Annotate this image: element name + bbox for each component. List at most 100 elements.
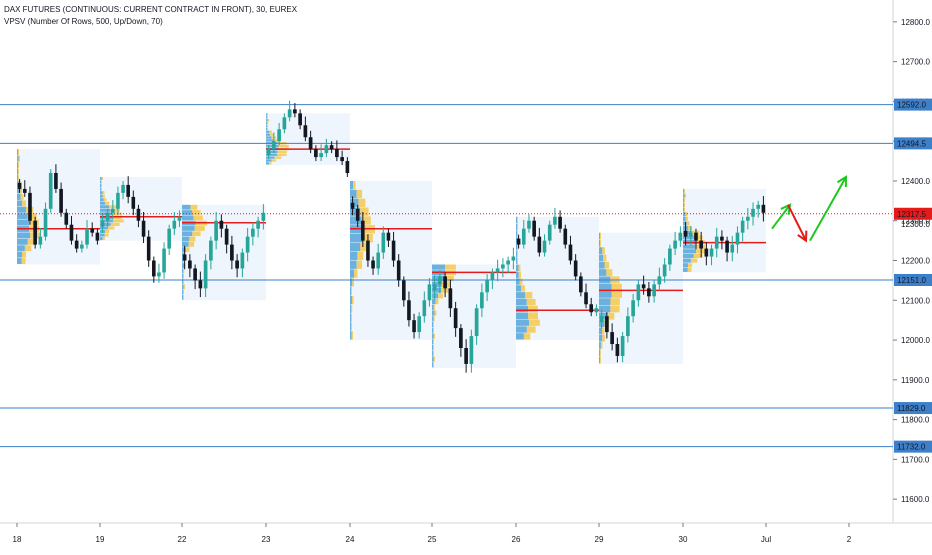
volume-bar-up	[432, 275, 444, 282]
volume-bar-down	[528, 312, 538, 320]
x-tick-label: 19	[96, 535, 105, 544]
volume-bar-down	[104, 201, 110, 205]
volume-bar-up	[266, 119, 268, 122]
volume-bar-up	[599, 254, 604, 262]
volume-bar-up	[266, 124, 268, 128]
volume-bar-down	[687, 267, 692, 272]
y-tick-label: 12700.0	[901, 58, 930, 67]
candle-down	[704, 248, 709, 257]
volume-bar-down	[267, 124, 268, 128]
volume-bar-up	[266, 127, 268, 131]
volume-bar-up	[432, 362, 434, 368]
volume-bar-down	[433, 356, 436, 362]
volume-bar-up	[350, 295, 352, 305]
volume-bar-down	[518, 271, 521, 278]
volume-bar-up	[432, 316, 434, 322]
volume-bar-down	[267, 121, 269, 125]
candle-down	[443, 276, 447, 289]
volume-bar-down	[690, 258, 698, 263]
price-level-tag	[894, 137, 932, 150]
hidden-price-label: 12300.0	[901, 220, 930, 229]
volume-bar-down	[267, 119, 270, 122]
volume-bar-up	[100, 198, 104, 202]
volume-bar-down	[189, 236, 196, 242]
volume-bar-down	[600, 349, 601, 357]
volume-bar-up	[599, 356, 601, 364]
candle-down	[126, 184, 130, 197]
volume-bar-down	[104, 230, 110, 234]
volume-bar-up	[182, 241, 189, 247]
candle-up	[38, 236, 43, 245]
volume-bar-down	[27, 238, 37, 245]
candle-down	[412, 320, 416, 333]
candle-up	[485, 280, 489, 293]
volume-bar-up	[17, 174, 19, 181]
volume-bar-down	[693, 235, 703, 240]
volume-bar-up	[432, 356, 434, 362]
volume-bar-up	[100, 237, 103, 241]
volume-bar-down	[183, 268, 185, 274]
candle-up	[673, 240, 677, 249]
candle-down	[355, 208, 360, 221]
volume-bar-up	[350, 304, 352, 314]
volume-bar-up	[182, 257, 184, 263]
x-tick-label: 30	[679, 535, 688, 544]
candle-down	[453, 308, 458, 329]
x-tick-label: 18	[13, 535, 22, 544]
volume-bar-up	[182, 204, 191, 210]
volume-bar-up	[100, 180, 102, 184]
volume-bar-up	[17, 187, 20, 194]
volume-bar-down	[110, 222, 120, 226]
indicator-label[interactable]: VPSV (Number Of Rows, 500, Up/Down, 70)	[4, 17, 163, 26]
volume-bar-up	[182, 289, 184, 295]
candle-down	[182, 254, 187, 261]
projection-up-large-arrow-head	[836, 175, 848, 187]
symbol-title[interactable]: DAX FUTURES (CONTINUOUS: CURRENT CONTRAC…	[4, 5, 298, 14]
volume-bar-up	[350, 322, 352, 331]
volume-bar-down	[611, 283, 622, 291]
volume-bar-up	[432, 304, 434, 310]
volume-bar-up	[350, 331, 352, 340]
y-tick-label: 12300.0	[901, 217, 930, 226]
volume-bar-down	[602, 334, 605, 342]
volume-bar-down	[435, 298, 439, 305]
candle-up	[85, 228, 89, 245]
x-tick-label: Jul	[761, 535, 771, 544]
volume-bar-up	[432, 344, 434, 351]
candle-down	[95, 232, 100, 241]
volume-bar-down	[360, 242, 369, 252]
volume-bar-up	[350, 180, 354, 190]
candle-down	[641, 284, 646, 289]
volume-bar-up	[350, 251, 358, 261]
volume-bar-down	[188, 241, 195, 247]
volume-bar-down	[684, 198, 686, 203]
candle-down	[298, 113, 302, 126]
volume-bar-up	[683, 258, 691, 263]
volume-bar-down	[527, 305, 538, 313]
volume-bar-down	[110, 208, 120, 212]
candle-down	[371, 260, 375, 269]
volume-bar-down	[684, 193, 687, 198]
candle-up	[490, 272, 495, 281]
volume-bar-down	[433, 316, 435, 322]
volume-bar-up	[516, 333, 524, 340]
candle-down	[198, 280, 203, 289]
candle-up	[474, 308, 479, 337]
candle-up	[652, 284, 656, 297]
candle-up	[157, 272, 161, 277]
current-price-tag	[894, 207, 932, 220]
volume-bar-up	[182, 231, 193, 237]
volume-bar-down	[526, 298, 536, 306]
volume-bar-down	[610, 305, 620, 313]
volume-bar-down	[101, 184, 102, 188]
candle-down	[188, 260, 192, 269]
candle-up	[756, 204, 761, 209]
candle-down	[293, 109, 297, 114]
price-level-label: 12494.5	[897, 139, 926, 148]
volume-bar-down	[278, 144, 289, 148]
candle-up	[542, 240, 547, 253]
volume-bar-up	[350, 313, 352, 322]
volume-bar-down	[356, 189, 363, 199]
